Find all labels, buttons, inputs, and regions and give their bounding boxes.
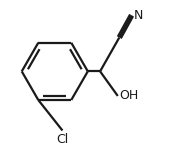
Text: OH: OH (120, 89, 139, 102)
Text: Cl: Cl (56, 133, 69, 146)
Text: N: N (134, 9, 143, 22)
